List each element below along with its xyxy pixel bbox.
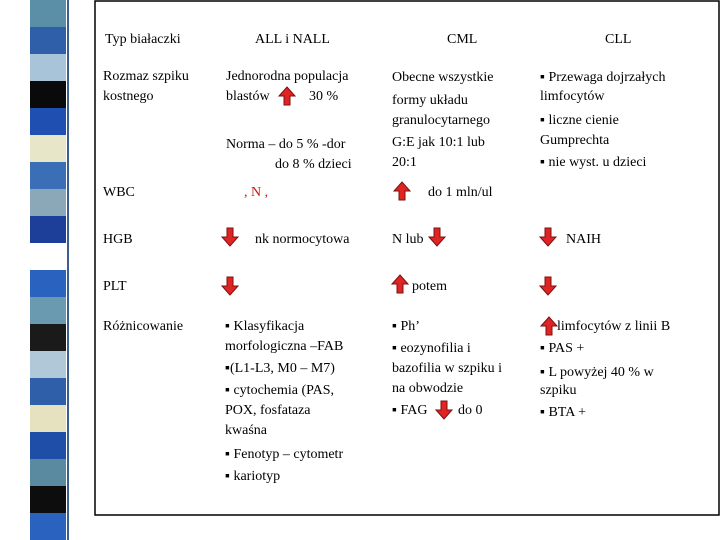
cell-line: ▪ nie wyst. u dzieci — [540, 155, 647, 170]
arrow-up — [391, 274, 409, 294]
cell-line: morfologiczna –FAB — [225, 339, 343, 354]
header-cell: CLL — [605, 32, 631, 47]
arrow-down — [221, 227, 239, 247]
row-label: HGB — [103, 232, 133, 247]
cell-line: ▪ kariotyp — [225, 469, 280, 484]
cell-line: NAIH — [566, 232, 601, 247]
cell-line: ▪(L1-L3, M0 – M7) — [225, 361, 335, 376]
header: Typ białaczki ALL i NALL CML CLL — [105, 32, 631, 47]
cell-line: blastów — [226, 89, 270, 104]
header-cell: CML — [447, 32, 477, 47]
row: PLT potem — [103, 274, 557, 296]
cell-line: 20:1 — [392, 155, 417, 170]
cell-line: ▪ cytochemia (PAS, — [225, 383, 334, 398]
cell-line: ▪ L powyżej 40 % w — [540, 365, 655, 380]
arrow-up — [540, 316, 558, 336]
row-label: PLT — [103, 279, 127, 294]
cell-line: ▪ eozynofilia i — [392, 341, 471, 356]
cell-line: kwaśna — [225, 423, 268, 438]
cell-line: do 8 % dzieci — [275, 157, 352, 172]
cell-line: Norma – do 5 % -dor — [226, 137, 346, 152]
cell-line: formy układu — [392, 93, 468, 108]
cell-line: limfocytów — [540, 89, 605, 104]
cell-line: , N , — [244, 185, 268, 200]
row: Różnicowanie ▪ Klasyfikacja morfologiczn… — [103, 316, 670, 484]
cell-line: potem — [412, 279, 447, 294]
decor-stripe — [30, 0, 69, 540]
cell-line: ▪ Ph’ — [392, 319, 420, 334]
cell-line: 30 % — [309, 89, 339, 104]
cell-line: ▪ Przewaga dojrzałych — [540, 70, 665, 85]
cell-line: ▪ PAS + — [540, 341, 584, 356]
cell-line: G:E jak 10:1 lub — [392, 135, 485, 150]
cell-line: ▪ FAG — [392, 403, 427, 418]
table-border — [94, 0, 720, 516]
arrow-up — [393, 181, 411, 201]
cell-line: ▪ Klasyfikacja — [225, 319, 305, 334]
arrow-down — [221, 276, 239, 296]
cell-line: ▪ liczne cienie — [540, 113, 619, 128]
arrow-up — [278, 86, 296, 106]
row: Rozmaz szpiku kostnego Jednorodna popula… — [103, 69, 665, 172]
row: HGB nk normocytowa N lub NAIH — [103, 227, 601, 247]
arrow-down — [539, 276, 557, 296]
cell-line: granulocytarnego — [392, 113, 490, 128]
cell-line: Gumprechta — [540, 133, 610, 148]
arrow-down — [428, 227, 446, 247]
cell-line: ▪ Fenotyp – cytometr — [225, 447, 343, 462]
cell-line: do 0 — [458, 403, 483, 418]
cell-line: szpiku — [540, 383, 577, 398]
cell-line: na obwodzie — [392, 381, 463, 396]
cell-line: POX, fosfataza — [225, 403, 311, 418]
cell-line: Jednorodna populacja — [226, 69, 349, 84]
header-cell: Typ białaczki — [105, 32, 181, 47]
cell-line: N lub — [392, 232, 424, 247]
row-label: Rozmaz szpiku — [103, 69, 189, 84]
cell-line: do 1 mln/ul — [428, 185, 493, 200]
cell-line: ▪ BTA + — [540, 405, 586, 420]
row-label: kostnego — [103, 89, 154, 104]
arrow-down — [435, 400, 453, 420]
header-cell: ALL i NALL — [255, 32, 330, 47]
cell-line: limfocytów z linii B — [557, 319, 670, 334]
cell-line: Obecne wszystkie — [392, 70, 493, 85]
cell-line: bazofilia w szpiku i — [392, 361, 502, 376]
row-label: WBC — [103, 185, 135, 200]
row: WBC , N , do 1 mln/ul — [103, 181, 493, 201]
row-label: Różnicowanie — [103, 319, 183, 334]
arrow-down — [539, 227, 557, 247]
cell-line: nk normocytowa — [255, 232, 350, 247]
